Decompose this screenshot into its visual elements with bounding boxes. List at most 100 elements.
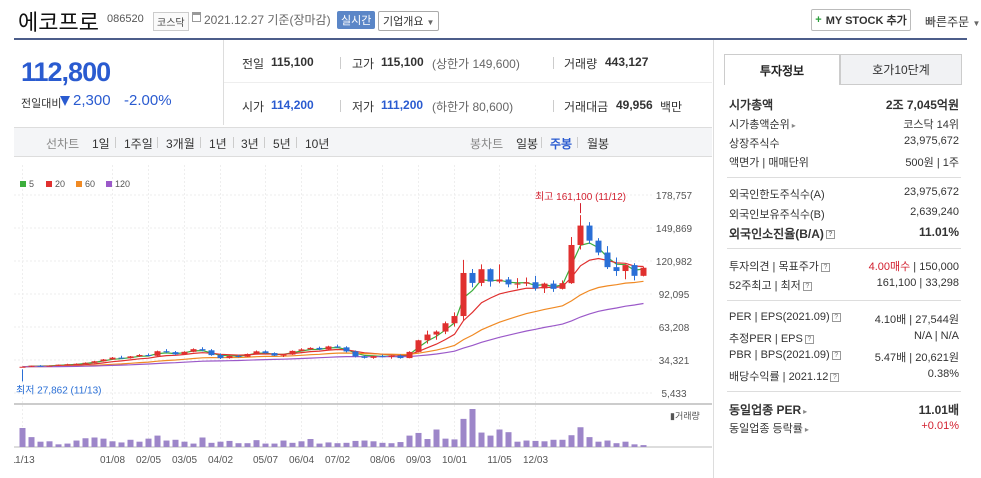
x-tick-label: 05/07	[253, 455, 278, 466]
volume-bar	[406, 435, 413, 447]
candle-body	[19, 366, 26, 368]
y-tick-label: 178,757	[656, 191, 693, 202]
foreign-hold-label: 외국인보유주식수(B)	[729, 209, 825, 221]
amount-value: 49,956	[616, 98, 653, 112]
volume-bar	[82, 438, 89, 447]
candle-body	[433, 331, 440, 335]
candle-body	[289, 350, 296, 355]
volume-bar	[262, 443, 269, 447]
volume-bar	[226, 440, 233, 447]
candle-body	[550, 283, 557, 289]
volume-bar	[172, 439, 179, 447]
volume-bar	[469, 409, 476, 447]
sector-per-value: 11.01배	[918, 403, 959, 417]
divider	[727, 391, 961, 392]
foreign-ratio-text: 외국인소진율(B/A)	[729, 227, 824, 241]
period-bar	[14, 127, 712, 157]
help-icon[interactable]: ?	[802, 281, 812, 291]
change-value: 2,300	[73, 92, 111, 109]
candle-body	[406, 351, 413, 359]
cap-rank-value: 코스닥 14위	[903, 119, 959, 131]
stock-chart[interactable]: ▮거래량 5 20 60 120 178,757 149,869 120,982 92,09…	[14, 157, 712, 478]
calendar-icon	[192, 12, 201, 22]
volume-bar	[37, 441, 44, 447]
volume-bar	[19, 428, 26, 447]
period-3m[interactable]: 3개월	[166, 137, 195, 151]
candle-monthly[interactable]: 월봉	[587, 137, 610, 151]
high-annotation: 최고 161,100 (11/12)	[535, 191, 626, 203]
quick-order-label: 빠른주문	[925, 15, 970, 29]
volume-bar	[568, 435, 575, 447]
candle-daily[interactable]: 일봉	[516, 137, 539, 151]
candle-body	[64, 364, 71, 366]
sector-per-label[interactable]: 동일업종 PER ▸	[729, 401, 807, 418]
period-10y[interactable]: 10년	[305, 137, 330, 151]
candle-body	[127, 356, 134, 359]
y-tick-label: 149,869	[656, 224, 693, 235]
period-5y[interactable]: 5년	[273, 137, 291, 151]
arrow-right-icon: ▸	[791, 121, 796, 130]
candle-body	[100, 359, 107, 362]
market-cap-label: 시가총액	[729, 98, 774, 112]
divider	[157, 137, 158, 148]
change-percent: -2.00%	[124, 92, 172, 109]
realtime-button[interactable]: 실시간	[337, 11, 376, 29]
company-info-dropdown[interactable]: 기업개요 ▼	[378, 11, 440, 31]
legend-swatch	[46, 181, 52, 187]
candle-body	[190, 349, 197, 352]
candle-body	[208, 350, 215, 356]
open-value: 114,200	[271, 98, 314, 112]
volume-bar	[352, 440, 359, 447]
period-3y[interactable]: 3년	[241, 137, 259, 151]
candle-body	[568, 244, 575, 284]
w52-low: 33,298	[925, 277, 959, 289]
opinion-value: 4.00매수 | 150,000	[868, 261, 959, 273]
est-per-text: 추정PER | EPS	[729, 333, 803, 345]
candle-body	[613, 267, 620, 272]
candle-body	[226, 356, 233, 359]
candle-weekly[interactable]: 주봉	[550, 137, 573, 151]
volume-bar	[235, 443, 242, 447]
x-tick-label: 11/05	[487, 455, 512, 466]
opinion-text: 투자의견 | 목표주가	[729, 261, 819, 273]
shares-value: 23,975,672	[903, 135, 959, 147]
right-panel	[713, 40, 981, 478]
help-icon[interactable]: ?	[825, 230, 835, 240]
opinion-rating: 4.00매수	[868, 261, 911, 273]
tab-ask-10[interactable]: 호가10단계	[840, 54, 962, 85]
cap-rank-label[interactable]: 시가총액순위 ▸	[729, 116, 796, 132]
foreign-limit-value: 23,975,672	[903, 186, 959, 198]
mystock-add-button[interactable]: + MY STOCK 추가	[811, 9, 911, 31]
help-icon[interactable]: ?	[820, 262, 830, 272]
help-icon[interactable]: ?	[831, 312, 841, 322]
candle-body	[298, 349, 305, 351]
volume-value: 443,127	[605, 55, 649, 69]
pbr-number: 5.47배	[874, 352, 907, 364]
quick-order-button[interactable]: 빠른주문 ▼	[925, 13, 980, 30]
volume-bar	[208, 442, 215, 447]
divider	[264, 137, 265, 148]
help-icon[interactable]: ?	[804, 334, 814, 344]
period-1d[interactable]: 1일	[92, 137, 110, 151]
x-tick-label: 10/01	[442, 455, 467, 466]
sector-change-label[interactable]: 동일업종 등락률 ▸	[729, 420, 809, 436]
help-icon[interactable]: ?	[831, 350, 841, 360]
volume-bar	[91, 437, 98, 447]
low-label: 저가	[352, 100, 375, 114]
candle-body	[262, 351, 269, 354]
period-1w[interactable]: 1주일	[124, 137, 153, 151]
candle-body	[82, 362, 89, 364]
candle-body	[334, 346, 341, 348]
tab-invest-info[interactable]: 투자정보	[724, 54, 840, 85]
target-price: 150,000	[919, 261, 959, 273]
per-value: 4.10배 | 27,544원	[874, 314, 959, 326]
volume-bar	[397, 442, 404, 447]
per-label: PER | EPS(2021.09)?	[729, 311, 841, 323]
period-1y[interactable]: 1년	[209, 137, 227, 151]
help-icon[interactable]: ?	[830, 372, 840, 382]
divider	[340, 100, 341, 112]
stock-name: 에코프로	[18, 10, 99, 35]
volume-bar	[298, 441, 305, 447]
dividend-text: 배당수익률 | 2021.12	[729, 371, 829, 383]
volume-label: ▮거래량	[670, 410, 700, 421]
